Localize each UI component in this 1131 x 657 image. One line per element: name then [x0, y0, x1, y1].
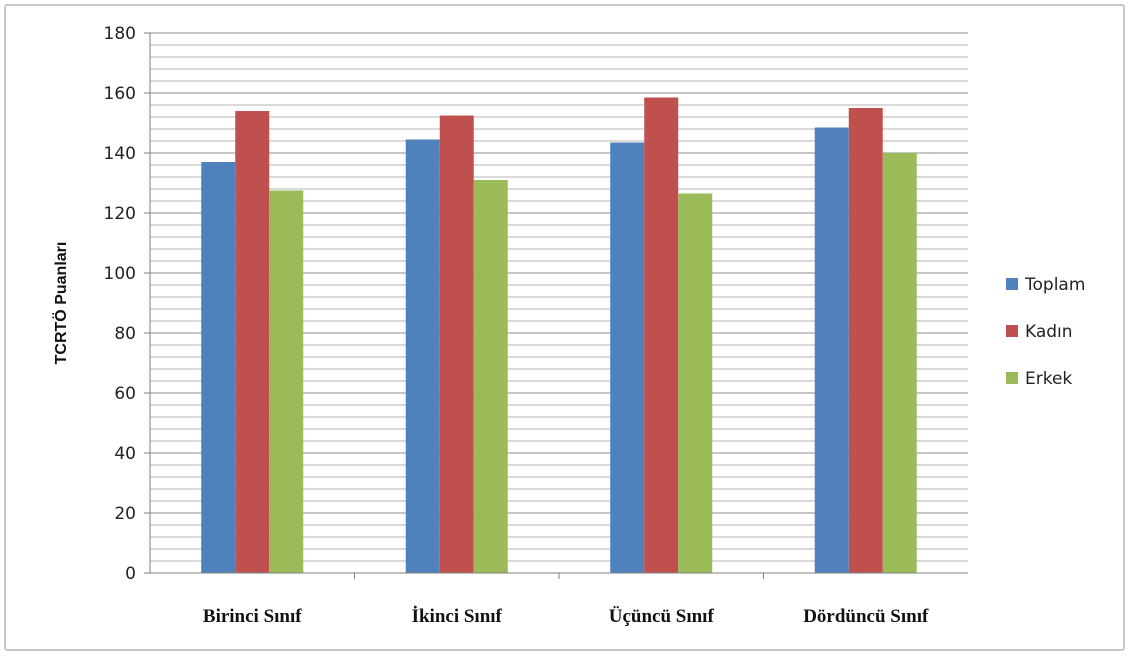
legend-swatch-erkek — [1006, 372, 1018, 384]
bar-erkek-4 — [882, 153, 917, 573]
y-tick-label: 60 — [114, 384, 136, 404]
y-tick-label: 100 — [104, 264, 136, 284]
bar-kadın-3 — [644, 97, 679, 573]
y-tick-label: 160 — [104, 84, 136, 104]
bar-kadın-1 — [235, 111, 270, 573]
bars — [201, 97, 917, 573]
y-tick-label: 120 — [104, 204, 136, 224]
chart-frame — [4, 4, 1125, 651]
x-tick-labels: Birinci Sınıf İkinci Sınıf Üçüncü Sınıf Dör… — [203, 606, 929, 627]
y-tick-label: 20 — [114, 504, 136, 524]
y-tick-label: 140 — [104, 144, 136, 164]
legend-label-erkek: Erkek — [1025, 369, 1072, 389]
bar-erkek-3 — [678, 193, 713, 573]
bar-toplam-2 — [405, 139, 440, 573]
bar-kadın-4 — [848, 108, 883, 573]
legend-swatch-toplam — [1006, 278, 1018, 290]
x-tick-label: Dördüncü Sınıf — [803, 606, 929, 627]
bar-toplam-3 — [610, 142, 645, 573]
x-tick-label: İkinci Sınıf — [412, 606, 503, 627]
x-tick-label: Üçüncü Sınıf — [609, 606, 715, 627]
legend-label-toplam: Toplam — [1024, 275, 1085, 295]
y-tick-label: 80 — [114, 324, 136, 344]
bar-kadın-2 — [439, 115, 474, 573]
axes — [144, 32, 968, 579]
y-tick-label: 180 — [104, 24, 136, 44]
y-tick-label: 0 — [125, 564, 136, 584]
legend-swatch-kadın — [1006, 325, 1018, 337]
y-tick-labels: 0 20 40 60 80 100 120 140 160 180 — [104, 24, 136, 584]
legend-label-kadın: Kadın — [1025, 322, 1073, 342]
legend: Toplam Kadın Erkek — [1006, 275, 1085, 389]
bar-toplam-1 — [201, 162, 236, 573]
bar-erkek-1 — [269, 190, 304, 573]
y-tick-label: 40 — [114, 444, 136, 464]
y-axis-label: TCRTÖ Puanları — [51, 242, 70, 365]
x-tick-label: Birinci Sınıf — [203, 606, 302, 627]
bar-erkek-2 — [473, 180, 508, 573]
bar-toplam-4 — [814, 127, 849, 573]
